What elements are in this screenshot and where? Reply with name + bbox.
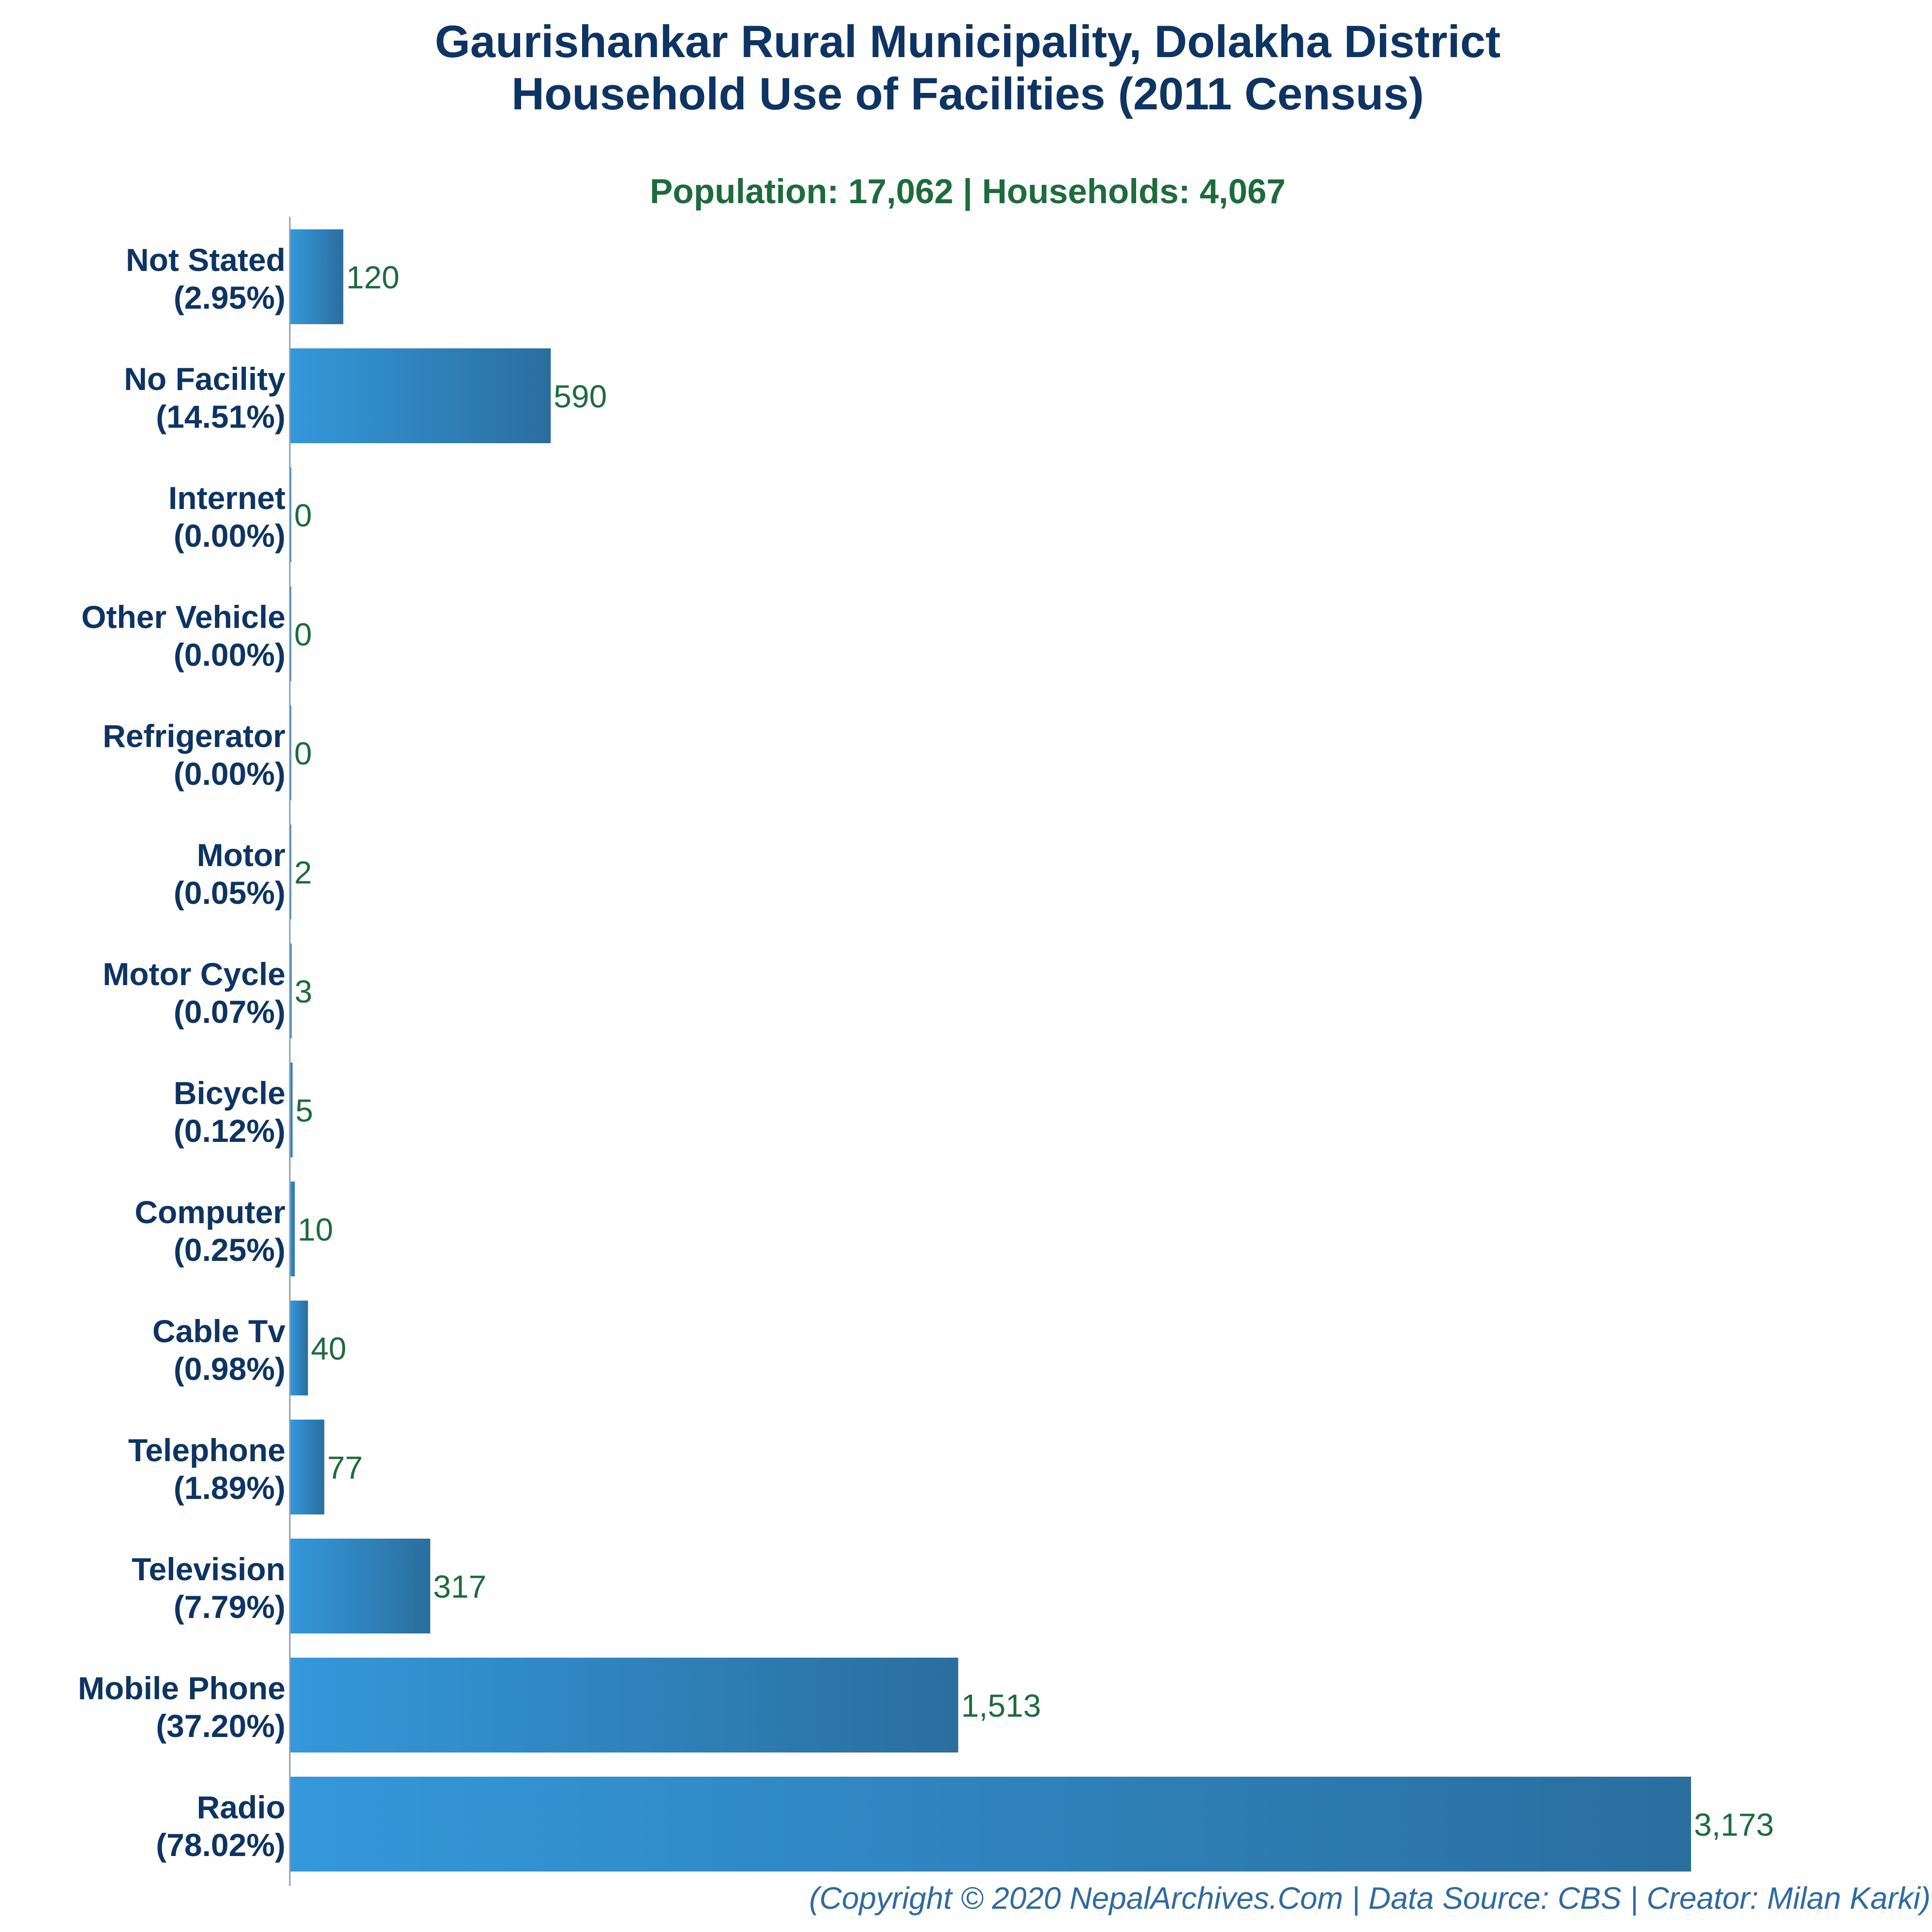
bar-television	[290, 1539, 431, 1633]
chart-title-line-1: Gaurishankar Rural Municipality, Dolakha…	[435, 16, 1501, 67]
category-percent-label: (0.98%)	[174, 1351, 285, 1387]
chart-title-line-2: Household Use of Facilities (2011 Census…	[511, 68, 1424, 119]
value-label: 1,513	[961, 1688, 1041, 1723]
bar-radio	[290, 1777, 1691, 1872]
category-label: Cable Tv	[152, 1313, 285, 1349]
category-percent-label: (0.12%)	[174, 1113, 285, 1149]
category-percent-label: (1.89%)	[174, 1470, 285, 1506]
bar-internet	[290, 467, 291, 562]
bars-group: Not Stated(2.95%) 120 No Facility(14.51%) 5…	[78, 229, 1774, 1872]
category-percent-label: (78.02%)	[156, 1827, 285, 1863]
bar-other-vehicle	[290, 586, 291, 681]
category-label: Radio	[197, 1789, 285, 1825]
bar-mobile-phone	[290, 1658, 959, 1752]
value-label: 10	[298, 1212, 333, 1247]
value-label: 0	[294, 735, 312, 771]
category-percent-label: (7.79%)	[174, 1589, 285, 1625]
category-label: Refrigerator	[103, 718, 285, 754]
category-percent-label: (0.00%)	[174, 756, 285, 792]
category-label: Other Vehicle	[81, 599, 285, 635]
chart-footer: (Copyright © 2020 NepalArchives.Com | Da…	[809, 1881, 1931, 1916]
category-label: Motor Cycle	[103, 956, 285, 992]
value-label: 317	[433, 1569, 486, 1604]
category-label: Computer	[135, 1194, 285, 1230]
value-label: 590	[554, 378, 607, 414]
bar-no-facility	[290, 348, 551, 443]
value-label: 3,173	[1694, 1807, 1774, 1842]
bar-motor	[290, 824, 291, 919]
category-percent-label: (0.05%)	[174, 875, 285, 911]
value-label: 120	[346, 259, 399, 295]
category-label: Television	[132, 1551, 285, 1587]
value-label: 3	[295, 973, 313, 1009]
category-percent-label: (0.25%)	[174, 1232, 285, 1268]
category-percent-label: (0.07%)	[174, 994, 285, 1030]
category-label: Not Stated	[126, 242, 285, 278]
category-label: Internet	[168, 480, 285, 516]
bar-computer	[290, 1182, 295, 1276]
category-label: Telephone	[128, 1432, 285, 1468]
bar-motor-cycle	[290, 944, 292, 1038]
bar-cable-tv	[290, 1301, 308, 1395]
category-percent-label: (0.00%)	[174, 637, 285, 673]
value-label: 40	[311, 1331, 346, 1366]
bar-refrigerator	[290, 705, 291, 800]
category-label: Bicycle	[174, 1075, 285, 1111]
category-label: Mobile Phone	[78, 1670, 285, 1706]
bar-bicycle	[290, 1063, 293, 1157]
value-label: 2	[294, 854, 312, 890]
value-label: 0	[294, 616, 312, 652]
value-label: 77	[327, 1450, 362, 1485]
category-label: No Facility	[124, 361, 285, 397]
chart-subtitle: Population: 17,062 | Households: 4,067	[650, 173, 1286, 211]
category-percent-label: (14.51%)	[156, 399, 285, 434]
category-percent-label: (37.20%)	[156, 1708, 285, 1744]
bar-telephone	[290, 1420, 325, 1514]
category-percent-label: (0.00%)	[174, 518, 285, 554]
value-label: 5	[296, 1093, 314, 1128]
bar-not-stated	[290, 229, 344, 324]
value-label: 0	[294, 497, 312, 533]
category-percent-label: (2.95%)	[174, 280, 285, 315]
category-label: Motor	[197, 837, 285, 873]
